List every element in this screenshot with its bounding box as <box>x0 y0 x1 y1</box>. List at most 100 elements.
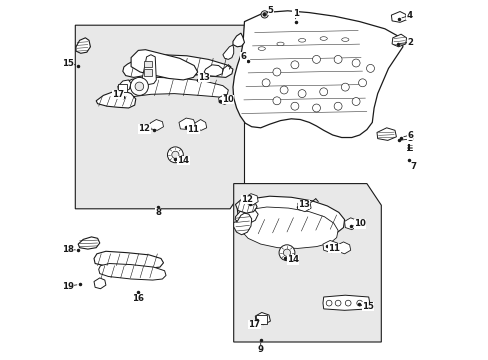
Circle shape <box>261 11 268 18</box>
Polygon shape <box>218 94 230 104</box>
Text: 9: 9 <box>257 345 263 354</box>
Polygon shape <box>244 194 258 205</box>
Polygon shape <box>194 120 206 130</box>
Circle shape <box>135 82 143 91</box>
Bar <box>144 61 152 67</box>
Text: 8: 8 <box>155 208 161 217</box>
Text: 6: 6 <box>407 130 412 139</box>
Text: 17: 17 <box>111 90 123 99</box>
Polygon shape <box>237 207 337 248</box>
Circle shape <box>167 147 183 163</box>
Bar <box>256 315 266 324</box>
Polygon shape <box>344 218 357 230</box>
Ellipse shape <box>341 38 348 41</box>
Circle shape <box>325 300 331 306</box>
Circle shape <box>335 300 340 306</box>
Polygon shape <box>235 199 257 213</box>
Polygon shape <box>142 55 156 85</box>
Polygon shape <box>233 213 251 235</box>
Text: 13: 13 <box>298 200 309 209</box>
Circle shape <box>283 249 290 256</box>
Text: 11: 11 <box>187 125 199 134</box>
Polygon shape <box>78 237 100 249</box>
Text: 16: 16 <box>132 294 144 303</box>
Polygon shape <box>76 38 90 53</box>
Ellipse shape <box>298 39 305 42</box>
Ellipse shape <box>258 47 265 50</box>
Polygon shape <box>119 77 228 97</box>
Circle shape <box>290 61 298 69</box>
Ellipse shape <box>320 37 326 40</box>
Polygon shape <box>94 251 163 268</box>
Polygon shape <box>237 196 344 238</box>
Circle shape <box>290 102 298 110</box>
Polygon shape <box>131 50 197 80</box>
Polygon shape <box>118 80 131 92</box>
Polygon shape <box>322 295 369 310</box>
Circle shape <box>333 102 342 110</box>
Circle shape <box>298 90 305 98</box>
Polygon shape <box>376 128 396 140</box>
Circle shape <box>366 64 374 72</box>
Circle shape <box>319 88 327 96</box>
Circle shape <box>345 300 350 306</box>
Text: 12: 12 <box>241 195 253 204</box>
Text: 1: 1 <box>292 9 298 18</box>
Bar <box>144 69 152 76</box>
Circle shape <box>333 55 342 63</box>
Circle shape <box>279 245 294 261</box>
Circle shape <box>312 55 320 63</box>
Text: 6: 6 <box>240 52 246 61</box>
Circle shape <box>272 97 280 105</box>
Polygon shape <box>122 55 232 77</box>
Text: 10: 10 <box>353 219 365 228</box>
Ellipse shape <box>276 42 284 46</box>
Polygon shape <box>223 45 233 59</box>
Polygon shape <box>232 11 402 138</box>
Polygon shape <box>297 200 310 212</box>
Circle shape <box>341 83 348 91</box>
Circle shape <box>272 68 280 76</box>
Circle shape <box>358 79 366 87</box>
Polygon shape <box>235 208 258 224</box>
Polygon shape <box>322 240 338 253</box>
Text: 14: 14 <box>286 256 298 264</box>
Polygon shape <box>179 118 196 130</box>
Circle shape <box>171 151 179 158</box>
Polygon shape <box>336 242 350 254</box>
Text: 13: 13 <box>198 73 210 82</box>
Text: 15: 15 <box>62 59 74 68</box>
Circle shape <box>351 59 359 67</box>
Text: 4: 4 <box>406 11 411 20</box>
Polygon shape <box>233 184 381 342</box>
Polygon shape <box>99 264 166 280</box>
Circle shape <box>280 86 287 94</box>
Polygon shape <box>232 33 244 47</box>
Text: 5: 5 <box>267 5 273 14</box>
Circle shape <box>130 77 148 95</box>
Text: 18: 18 <box>62 245 74 253</box>
Text: 17: 17 <box>248 320 260 329</box>
Polygon shape <box>150 120 163 130</box>
Text: 12: 12 <box>138 124 150 133</box>
Circle shape <box>356 300 362 306</box>
Polygon shape <box>94 278 106 289</box>
Text: 15: 15 <box>361 302 373 311</box>
Polygon shape <box>390 12 406 22</box>
Polygon shape <box>75 25 244 209</box>
Bar <box>118 84 126 92</box>
Text: 19: 19 <box>62 282 74 291</box>
Polygon shape <box>255 312 270 325</box>
Text: 11: 11 <box>328 244 340 253</box>
Circle shape <box>262 79 269 87</box>
Text: 7: 7 <box>410 162 416 171</box>
Text: 2: 2 <box>407 37 412 46</box>
Text: 10: 10 <box>222 95 234 104</box>
Polygon shape <box>204 65 223 76</box>
Text: 3: 3 <box>407 134 412 143</box>
Circle shape <box>351 98 359 105</box>
Text: 14: 14 <box>177 156 189 165</box>
Circle shape <box>263 13 266 16</box>
Polygon shape <box>96 91 136 108</box>
Circle shape <box>312 104 320 112</box>
